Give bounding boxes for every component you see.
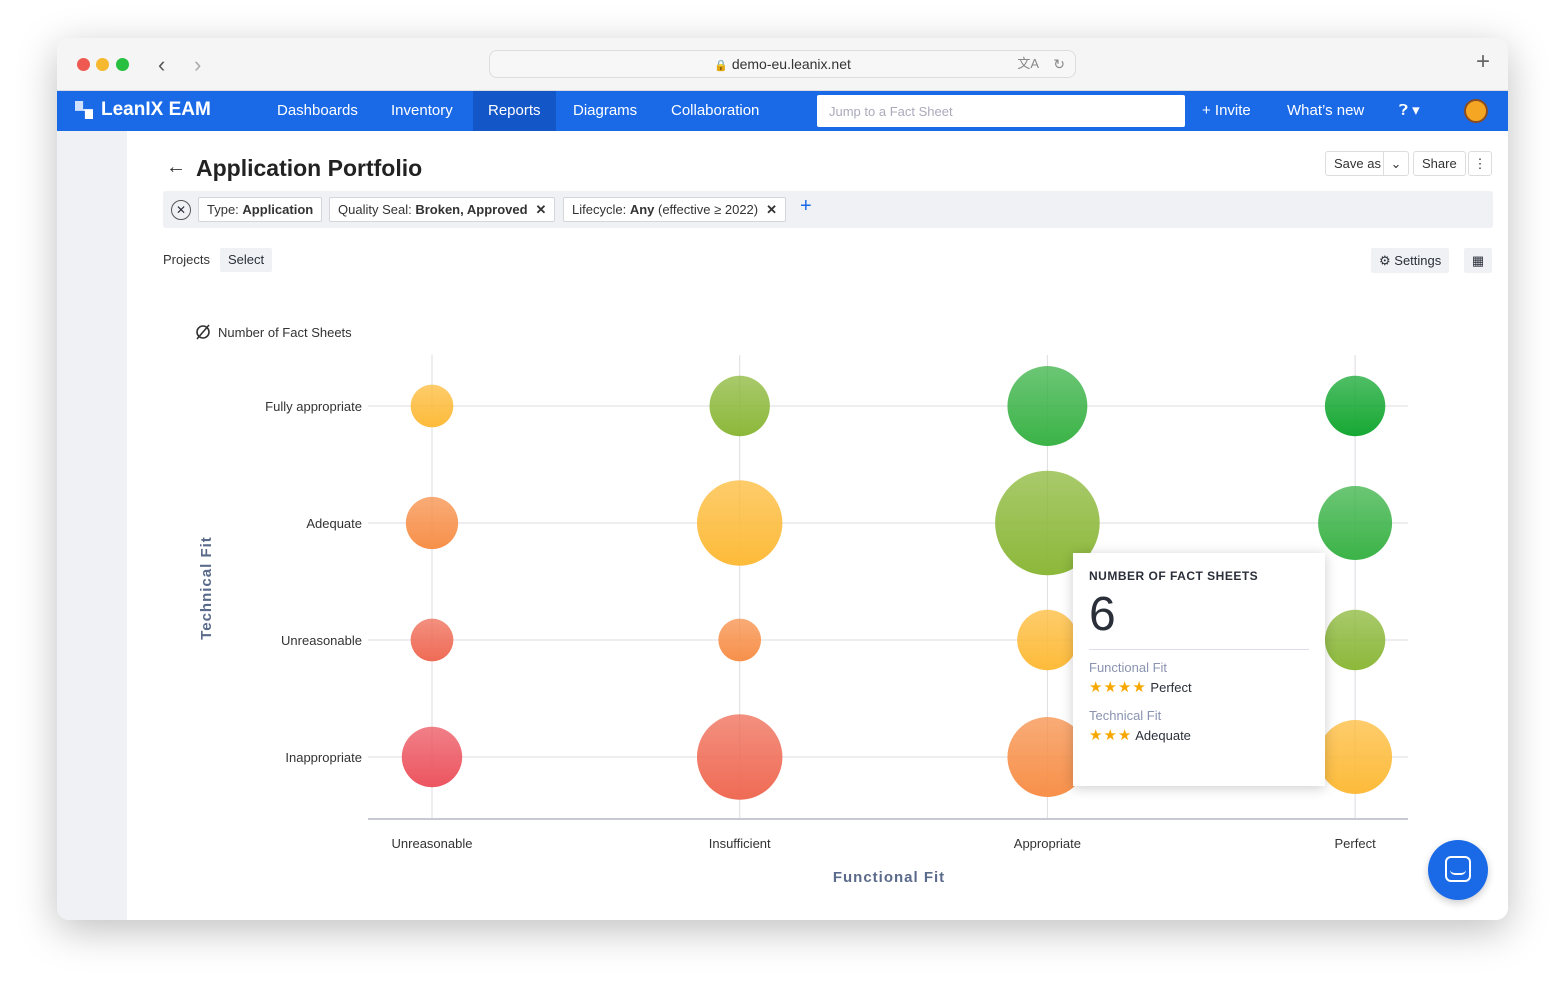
bubble-size-icon (196, 325, 210, 339)
user-menu[interactable]: ▾ (1449, 91, 1508, 159)
y-tick-label: Fully appropriate (265, 399, 362, 414)
bubble-insufficient-adequate (696, 480, 783, 566)
more-options-button[interactable]: ⋮ (1468, 151, 1492, 176)
bubble-perfect-inappropriate (1318, 720, 1393, 794)
star-rating-icon: ★★★★ (1089, 679, 1147, 696)
y-tick-label: Inappropriate (285, 750, 362, 765)
bubble-unreasonable-adequate (405, 496, 459, 550)
top-nav: LeanIX EAM Dashboards Inventory Reports … (57, 91, 1508, 159)
bubble-perfect-adequate (1318, 486, 1393, 560)
help-icon: ❓︎ ▾ (1399, 102, 1420, 119)
filter-chip-lifecycle[interactable]: Lifecycle: Any (effective ≥ 2022) ✕ (563, 197, 787, 222)
remove-filter-icon[interactable]: ✕ (766, 202, 778, 217)
close-window-button[interactable] (77, 58, 90, 71)
settings-button[interactable]: ⚙ Settings (1371, 248, 1450, 273)
chat-support-button[interactable] (1428, 840, 1488, 900)
nav-dashboards[interactable]: Dashboards (277, 102, 358, 119)
address-bar[interactable]: 🔒 demo-eu.leanix.net 文A ↻ (489, 50, 1076, 78)
size-legend-label: Number of Fact Sheets (218, 325, 352, 340)
bubble-unreasonable-unreasonable (410, 618, 454, 662)
filter-chip-type[interactable]: Type: Application (198, 197, 323, 222)
filter-bar: ✕ Type: Application Quality Seal: Broken… (163, 191, 1493, 228)
share-button[interactable]: Share (1413, 151, 1466, 176)
sidebar (57, 131, 127, 920)
filter-value: Application (242, 202, 314, 217)
whats-new-link[interactable]: What’s new (1287, 102, 1365, 119)
functional-fit-label: Functional Fit (1089, 660, 1168, 675)
settings-label: Settings (1394, 253, 1442, 268)
bubble-perfect-unreasonable (1324, 609, 1386, 671)
y-axis-title: Technical Fit (198, 536, 215, 640)
bubble-perfect-fully-appropriate (1324, 375, 1386, 437)
tooltip-count: 6 (1089, 588, 1116, 641)
technical-fit-value: Adequate (1135, 728, 1191, 743)
nav-inventory[interactable]: Inventory (391, 102, 453, 119)
save-as-dropdown[interactable]: ⌄ (1383, 151, 1409, 176)
browser-window: ‹ › 🔒 demo-eu.leanix.net 文A ↻ + LeanIX EAM … (57, 38, 1508, 920)
divider (1089, 649, 1309, 650)
bubble-appropriate-inappropriate (1007, 717, 1088, 797)
tooltip-heading: NUMBER OF FACT SHEETS (1089, 569, 1259, 583)
bubble-appropriate-adequate (995, 470, 1100, 576)
x-tick-label: Insufficient (709, 836, 771, 851)
chevron-down-icon: ⌄ (1390, 156, 1402, 171)
back-nav-icon[interactable]: ‹ (158, 52, 166, 77)
x-tick-label: Unreasonable (392, 836, 473, 851)
bubble-insufficient-inappropriate (696, 714, 783, 800)
projects-select-button[interactable]: Select (220, 248, 273, 272)
nav-collaboration[interactable]: Collaboration (671, 102, 760, 119)
x-tick-label: Perfect (1335, 836, 1377, 851)
x-tick-label: Appropriate (1014, 836, 1081, 851)
remove-filter-icon[interactable]: ✕ (535, 202, 547, 217)
minimize-window-button[interactable] (96, 58, 109, 71)
help-menu[interactable]: ❓︎ ▾ (1384, 91, 1435, 131)
brand-logo[interactable]: LeanIX EAM (75, 99, 211, 121)
chat-icon (1445, 856, 1471, 882)
new-tab-icon[interactable]: + (1475, 48, 1490, 75)
bubble-appropriate-unreasonable (1017, 609, 1078, 671)
forward-nav-icon[interactable]: › (194, 52, 202, 77)
y-tick-label: Unreasonable (281, 633, 362, 648)
avatar (1464, 99, 1488, 124)
bubble-unreasonable-inappropriate (401, 726, 463, 788)
filter-chip-quality-seal[interactable]: Quality Seal: Broken, Approved ✕ (329, 197, 556, 222)
save-as-button[interactable]: Save as (1325, 151, 1390, 176)
bubble-appropriate-fully-appropriate (1007, 366, 1088, 446)
grid-icon: ▦ (1471, 253, 1485, 268)
projects-label: Projects (163, 252, 210, 267)
bubble-insufficient-unreasonable (718, 618, 762, 662)
add-filter-icon[interactable]: + (800, 195, 812, 217)
filter-label: Lifecycle: (572, 202, 630, 217)
table-view-button[interactable]: ▦ (1464, 248, 1492, 273)
url-text: demo-eu.leanix.net (731, 56, 851, 72)
maximize-window-button[interactable] (116, 58, 129, 71)
nav-diagrams[interactable]: Diagrams (573, 102, 638, 119)
bubble-insufficient-fully-appropriate (709, 375, 770, 437)
back-arrow-icon[interactable]: ← (166, 156, 186, 178)
bubble-unreasonable-fully-appropriate (410, 384, 454, 428)
functional-fit-value: Perfect (1150, 680, 1192, 695)
invite-button[interactable]: + Invite (1202, 102, 1251, 119)
filter-label: Quality Seal: (338, 202, 416, 217)
y-tick-label: Adequate (306, 516, 362, 531)
star-rating-icon: ★★★ (1089, 727, 1133, 744)
browser-toolbar: ‹ › 🔒 demo-eu.leanix.net 文A ↻ + (57, 38, 1508, 91)
filter-value: Broken, Approved (415, 202, 528, 217)
clear-filters-icon[interactable]: ✕ (171, 200, 191, 220)
tooltip: NUMBER OF FACT SHEETS 6 Functional Fit ★… (1073, 553, 1325, 786)
page-title: Application Portfolio (196, 155, 423, 181)
nav-reports[interactable]: Reports (473, 91, 556, 131)
brand-name: LeanIX EAM (101, 99, 211, 120)
filter-label: Type: (207, 202, 243, 217)
filter-value: Any (629, 202, 655, 217)
lock-icon: 🔒 (714, 60, 728, 72)
technical-fit-label: Technical Fit (1089, 708, 1162, 723)
x-axis-title: Functional Fit (833, 869, 945, 886)
filter-extra: (effective ≥ 2022) (654, 202, 759, 217)
gear-icon: ⚙ (1379, 253, 1395, 268)
translate-icon[interactable]: 文A (1017, 56, 1039, 71)
fact-sheet-search-input[interactable] (817, 95, 1185, 127)
reload-icon[interactable]: ↻ (1053, 56, 1065, 72)
